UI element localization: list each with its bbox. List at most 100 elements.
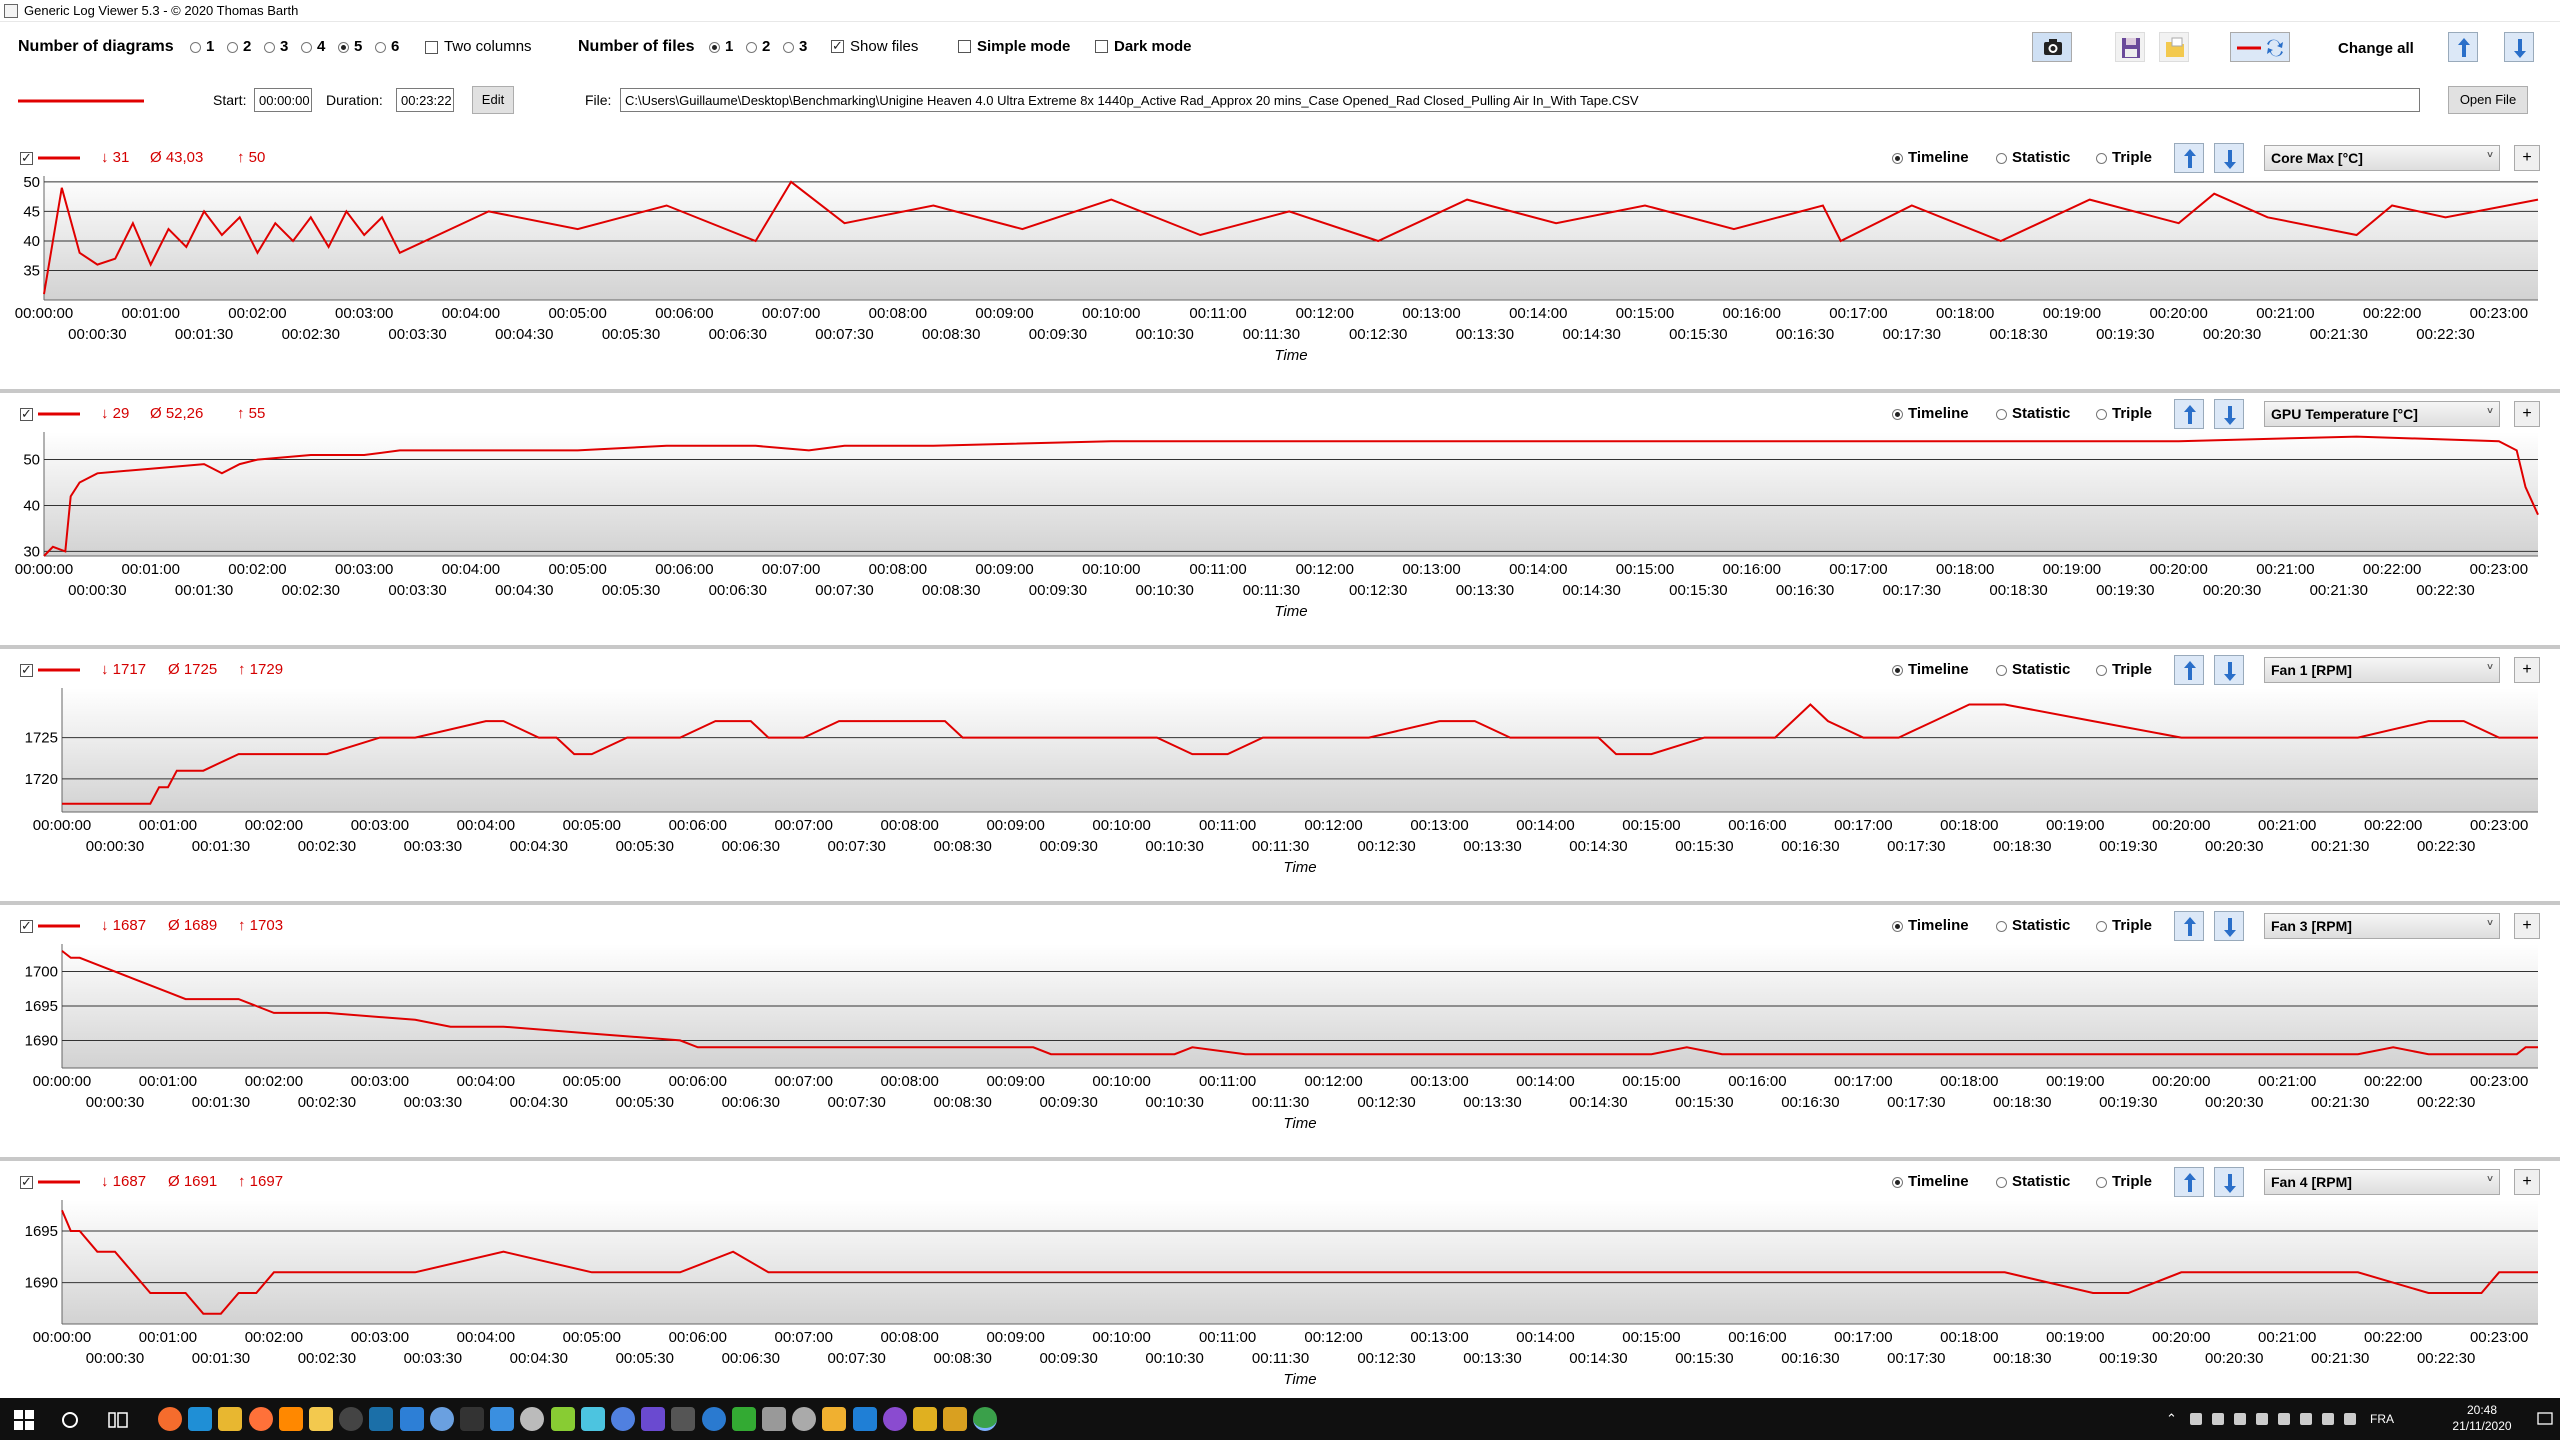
steam-icon[interactable]	[369, 1407, 394, 1431]
move-up-arrow-icon[interactable]	[2174, 399, 2204, 429]
sensor-select[interactable]: Fan 1 [RPM] ˅	[2264, 657, 2500, 683]
python-icon[interactable]	[913, 1407, 937, 1431]
gpu-icon[interactable]	[550, 1407, 575, 1431]
move-up-arrow-icon[interactable]	[2174, 655, 2204, 685]
mode-radio-statistic[interactable]	[1996, 921, 2007, 932]
git-icon[interactable]	[822, 1407, 847, 1431]
mode-radio-triple[interactable]	[2096, 1177, 2107, 1188]
mode-radio-timeline[interactable]	[1892, 1177, 1903, 1188]
series-visible-checkbox[interactable]	[20, 406, 33, 422]
swap-color-icon[interactable]	[2230, 32, 2290, 62]
notepad-icon[interactable]	[429, 1407, 454, 1431]
tray-dropbox-icon[interactable]	[2234, 1413, 2246, 1425]
save-disk-icon[interactable]	[2115, 32, 2145, 62]
start-input[interactable]: 00:00:00	[254, 88, 312, 112]
mode-radio-timeline[interactable]	[1892, 409, 1903, 420]
diagram-count-radio-6[interactable]	[375, 42, 386, 53]
tray-bluetooth-icon[interactable]	[2278, 1413, 2290, 1425]
move-down-arrow-icon[interactable]	[2214, 911, 2244, 941]
diagram-count-radio-5[interactable]	[338, 42, 349, 53]
dark-mode-checkbox[interactable]	[1095, 40, 1108, 53]
file-explorer-icon[interactable]	[309, 1407, 333, 1431]
tray-volume-icon[interactable]	[2300, 1413, 2312, 1425]
mode-radio-statistic[interactable]	[1996, 1177, 2007, 1188]
series-visible-checkbox[interactable]	[20, 662, 33, 678]
chat-icon[interactable]	[490, 1407, 515, 1431]
sensor-select[interactable]: Core Max [°C] ˅	[2264, 145, 2500, 171]
powershell-icon[interactable]	[943, 1407, 968, 1431]
mode-radio-triple[interactable]	[2096, 153, 2107, 164]
support-icon[interactable]	[641, 1407, 666, 1431]
cmd-icon[interactable]	[460, 1407, 484, 1431]
clock-time[interactable]: 20:48	[2466, 1403, 2498, 1417]
add-sensor-button[interactable]: +	[2514, 401, 2540, 427]
mode-radio-statistic[interactable]	[1996, 153, 2007, 164]
move-up-arrow-icon[interactable]	[2174, 143, 2204, 173]
clock-date[interactable]: 21/11/2020	[2452, 1419, 2512, 1433]
move-up-arrow-icon[interactable]	[2174, 1167, 2204, 1197]
language-indicator[interactable]: FRA	[2370, 1412, 2394, 1426]
chat-icon-2[interactable]	[731, 1407, 756, 1431]
monitor-icon[interactable]	[973, 1407, 998, 1431]
edge-icon[interactable]	[188, 1407, 213, 1431]
vscode-icon[interactable]	[852, 1407, 877, 1431]
series-visible-checkbox[interactable]	[20, 918, 33, 934]
disk-icon[interactable]	[520, 1407, 545, 1431]
series-visible-checkbox[interactable]	[20, 150, 33, 166]
move-up-all-arrow-icon[interactable]	[2448, 32, 2478, 62]
diagram-count-radio-2[interactable]	[227, 42, 238, 53]
screenshot-camera-icon[interactable]	[2032, 32, 2072, 62]
tray-chevron-icon[interactable]: ⌃	[2166, 1411, 2177, 1426]
tray-ime-icon[interactable]	[2344, 1413, 2356, 1425]
series-visible-checkbox[interactable]	[20, 1174, 33, 1190]
add-sensor-button[interactable]: +	[2514, 913, 2540, 939]
sensor-select[interactable]: Fan 4 [RPM] ˅	[2264, 1169, 2500, 1195]
windows-start-icon[interactable]	[14, 1410, 34, 1430]
add-sensor-button[interactable]: +	[2514, 145, 2540, 171]
diagram-count-radio-3[interactable]	[264, 42, 275, 53]
sensor-select[interactable]: Fan 3 [RPM] ˅	[2264, 913, 2500, 939]
visual-icon[interactable]	[611, 1407, 635, 1431]
duration-input[interactable]: 00:23:22	[396, 88, 454, 112]
mode-radio-timeline[interactable]	[1892, 921, 1903, 932]
open-folder-icon[interactable]	[2159, 32, 2189, 62]
chrome-icon[interactable]	[218, 1407, 243, 1431]
move-down-arrow-icon[interactable]	[2214, 655, 2244, 685]
mode-radio-triple[interactable]	[2096, 665, 2107, 676]
diagram-count-radio-4[interactable]	[301, 42, 312, 53]
firefox-icon[interactable]	[248, 1407, 273, 1431]
move-up-arrow-icon[interactable]	[2174, 911, 2204, 941]
edit-button[interactable]: Edit	[472, 86, 514, 114]
move-down-arrow-icon[interactable]	[2214, 399, 2244, 429]
move-down-arrow-icon[interactable]	[2214, 1167, 2244, 1197]
file-count-radio-2[interactable]	[746, 42, 757, 53]
show-files-checkbox[interactable]	[831, 38, 844, 54]
tray-sound-icon[interactable]	[2212, 1413, 2224, 1425]
move-down-all-arrow-icon[interactable]	[2504, 32, 2534, 62]
vmware-icon[interactable]	[701, 1407, 726, 1431]
mode-radio-statistic[interactable]	[1996, 409, 2007, 420]
diagram-count-radio-1[interactable]	[190, 42, 201, 53]
two-columns-checkbox[interactable]	[425, 41, 438, 54]
tools-icon[interactable]	[762, 1407, 786, 1431]
vlc-icon[interactable]	[278, 1407, 303, 1431]
open-file-button[interactable]: Open File	[2448, 86, 2528, 114]
origin-icon[interactable]	[158, 1407, 182, 1431]
visual-studio-icon[interactable]	[882, 1407, 907, 1431]
sensor-select[interactable]: GPU Temperature [°C] ˅	[2264, 401, 2500, 427]
file-path-input[interactable]: C:\Users\Guillaume\Desktop\Benchmarking\…	[620, 88, 2420, 112]
add-sensor-button[interactable]: +	[2514, 657, 2540, 683]
tray-wifi-icon[interactable]	[2322, 1413, 2334, 1425]
task-view-icon[interactable]	[108, 1410, 128, 1430]
file-count-radio-1[interactable]	[709, 42, 720, 53]
mode-radio-triple[interactable]	[2096, 409, 2107, 420]
hardware-icon[interactable]	[671, 1407, 696, 1431]
notification-icon[interactable]	[2536, 1410, 2554, 1428]
file-count-radio-3[interactable]	[783, 42, 794, 53]
search-icon[interactable]	[60, 1410, 80, 1430]
terminal-icon[interactable]	[339, 1407, 364, 1431]
mode-radio-triple[interactable]	[2096, 921, 2107, 932]
simple-mode-checkbox[interactable]	[958, 40, 971, 53]
tray-battery-icon[interactable]	[2256, 1413, 2268, 1425]
msg-icon[interactable]	[792, 1407, 817, 1431]
